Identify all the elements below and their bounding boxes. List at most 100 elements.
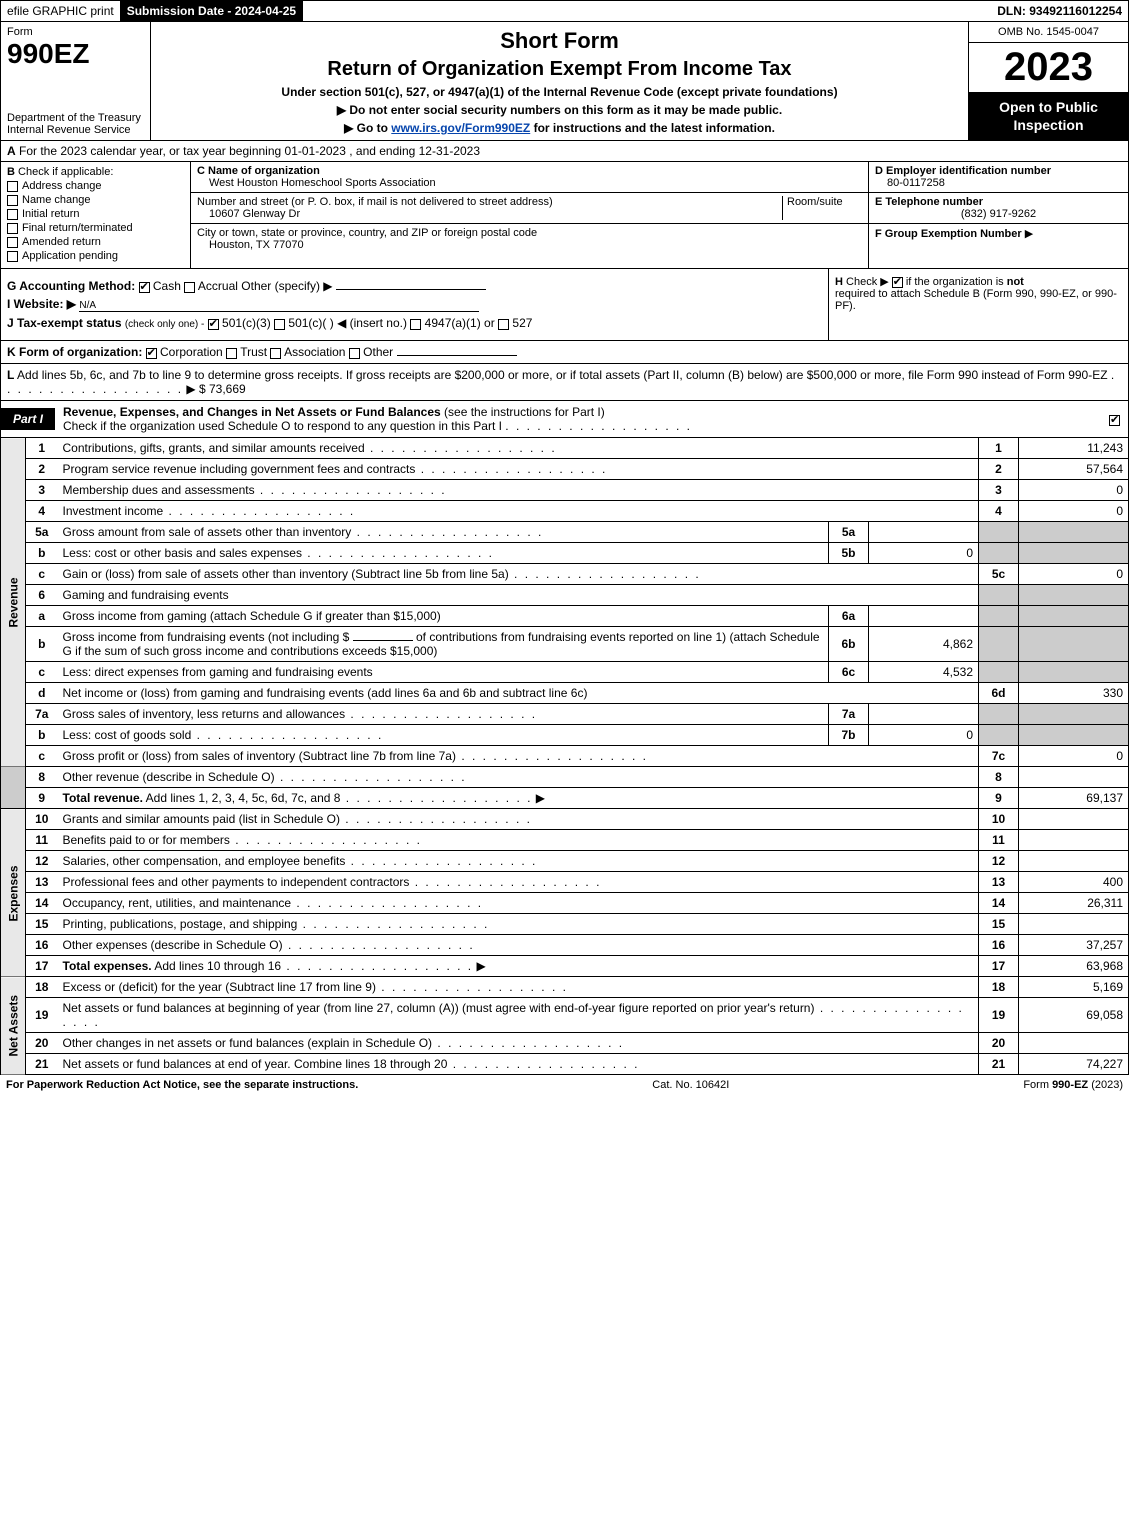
other-specify-label: Other (specify) ▶ [241,279,332,293]
phone-row: E Telephone number (832) 917-9262 [869,193,1128,224]
text2: Add lines 10 through 16 [154,959,281,973]
line-4: 4 Investment income 4 0 [1,501,1129,522]
chk-final-return[interactable]: Final return/terminated [7,222,184,234]
part1-tab: Part I [1,408,55,430]
city-label: City or town, state or province, country… [197,227,862,239]
checkbox-icon [7,181,18,192]
line-1: Revenue 1 Contributions, gifts, grants, … [1,438,1129,459]
lineno: b [26,627,58,662]
boxno: 18 [979,977,1019,998]
lineno: 12 [26,851,58,872]
other-org-label: Other [363,345,393,359]
street-row: Number and street (or P. O. box, if mail… [191,193,868,224]
website-val: N/A [79,300,479,312]
shaded [979,725,1019,746]
linetext: Contributions, gifts, grants, and simila… [58,438,979,459]
chk-label: Amended return [22,236,101,248]
chk-corporation[interactable] [146,348,157,359]
shaded [1019,627,1129,662]
chk-527[interactable] [498,319,509,330]
check-if-applicable: Check if applicable: [18,166,113,178]
checkbox-icon [7,209,18,220]
phone-val: (832) 917-9262 [875,208,1122,220]
lineno: 3 [26,480,58,501]
text: Gross income from fundraising events (no… [63,630,350,644]
header-middle: Short Form Return of Organization Exempt… [151,22,968,140]
line-7c: c Gross profit or (loss) from sales of i… [1,746,1129,767]
chk-application-pending[interactable]: Application pending [7,250,184,262]
lineno: 8 [26,767,58,788]
chk-name-change[interactable]: Name change [7,194,184,206]
title-return: Return of Organization Exempt From Incom… [161,58,958,81]
boxno: 5c [979,564,1019,585]
chk-trust[interactable] [226,348,237,359]
line-14: 14 Occupancy, rent, utilities, and maint… [1,893,1129,914]
dots [505,419,692,433]
line-13: 13 Professional fees and other payments … [1,872,1129,893]
boxno: 13 [979,872,1019,893]
chk-schedule-o[interactable] [1109,415,1120,426]
lineno: 18 [26,977,58,998]
linetext: Gross income from fundraising events (no… [58,627,829,662]
chk-h[interactable] [892,277,903,288]
line-20: 20 Other changes in net assets or fund b… [1,1033,1129,1054]
contrib-amount-input[interactable] [353,640,413,641]
lineno: b [26,543,58,564]
lineno: 9 [26,788,58,809]
lineno: 7a [26,704,58,725]
chk-association[interactable] [270,348,281,359]
chk-accrual[interactable] [184,282,195,293]
chk-4947[interactable] [410,319,421,330]
shaded [979,627,1019,662]
text: Other revenue (describe in Schedule O) [63,770,275,784]
group-exemption-label: F Group Exemption Number [875,228,1022,240]
chk-other-org[interactable] [349,348,360,359]
chk-501c3[interactable] [208,319,219,330]
shaded [979,543,1019,564]
text: Program service revenue including govern… [63,462,416,476]
other-specify-input[interactable] [336,289,486,290]
dots [340,791,532,805]
subboxval [869,704,979,725]
chk-amended-return[interactable]: Amended return [7,236,184,248]
chk-address-change[interactable]: Address change [7,180,184,192]
dots [163,504,355,518]
other-org-input[interactable] [397,355,517,356]
boxval [1019,830,1129,851]
501c3-label: 501(c)(3) [222,316,271,330]
boxno: 17 [979,956,1019,977]
line-18: Net Assets 18 Excess or (deficit) for th… [1,977,1129,998]
h-text2: if the organization is [906,276,1007,288]
city-val: Houston, TX 77070 [197,239,862,251]
sidelabel-expenses: Expenses [1,809,26,977]
chk-initial-return[interactable]: Initial return [7,208,184,220]
chk-cash[interactable] [139,282,150,293]
h-not: not [1007,276,1024,288]
line-6b: b Gross income from fundraising events (… [1,627,1129,662]
boxno: 7c [979,746,1019,767]
org-name-row: C Name of organization West Houston Home… [191,162,868,193]
irs-link[interactable]: www.irs.gov/Form990EZ [391,121,530,135]
dots [345,854,537,868]
boxval: 26,311 [1019,893,1129,914]
chk-label: Final return/terminated [22,222,133,234]
lineno: 11 [26,830,58,851]
boxno: 9 [979,788,1019,809]
h-box: H Check ▶ if the organization is not req… [828,269,1128,340]
lineno: 21 [26,1054,58,1075]
row-l: L Add lines 5b, 6c, and 7b to line 9 to … [0,364,1129,401]
boxval [1019,1033,1129,1054]
association-label: Association [284,345,345,359]
section-bcdef: B Check if applicable: Address change Na… [0,162,1129,269]
chk-501c[interactable] [274,319,285,330]
h-check-text: Check ▶ [846,276,889,288]
line-11: 11 Benefits paid to or for members 11 [1,830,1129,851]
text2: Add lines 1, 2, 3, 4, 5c, 6d, 7c, and 8 [146,791,341,805]
lineno: 14 [26,893,58,914]
phone-label: E Telephone number [875,196,1122,208]
linetext: Occupancy, rent, utilities, and maintena… [58,893,979,914]
boxno: 12 [979,851,1019,872]
text: Grants and similar amounts paid (list in… [63,812,340,826]
linetext: Gaming and fundraising events [58,585,979,606]
goto-link-row: ▶ Go to www.irs.gov/Form990EZ for instru… [161,121,958,135]
